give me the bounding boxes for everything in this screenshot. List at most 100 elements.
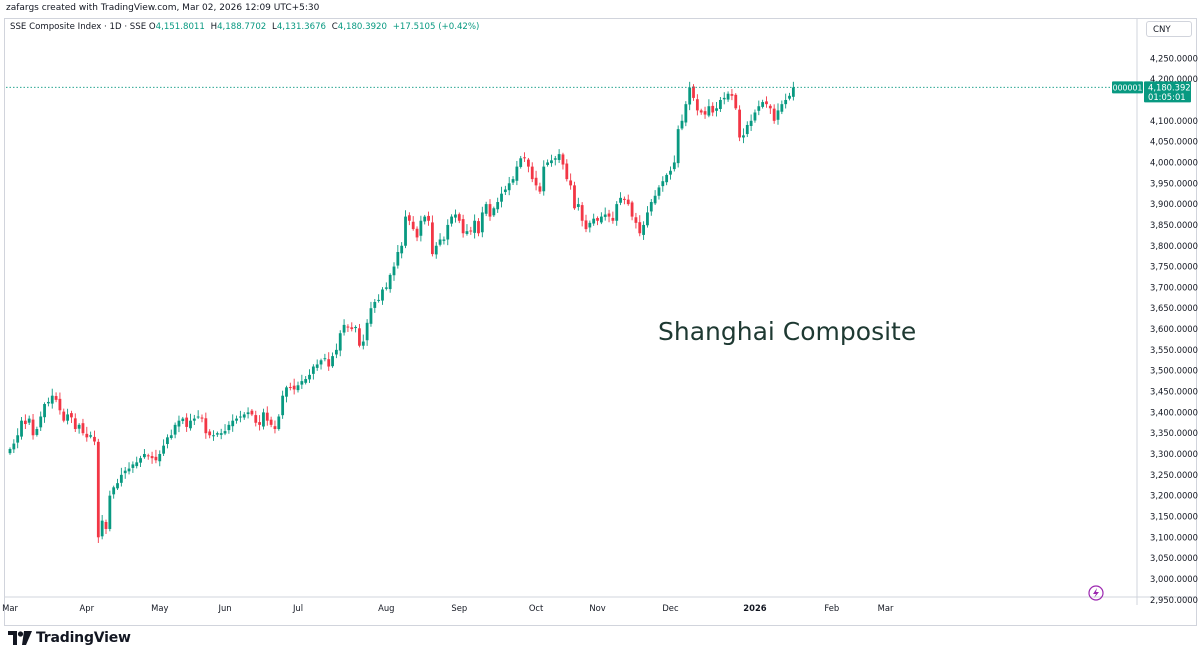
- candle: [434, 242, 438, 259]
- candle: [116, 478, 119, 490]
- candle: [768, 104, 772, 114]
- candle: [16, 428, 20, 449]
- candle: [308, 369, 311, 384]
- candle: [273, 420, 277, 434]
- candle: [665, 173, 669, 186]
- candle: [496, 197, 500, 213]
- y-tick-label: 3,400.0000: [1150, 407, 1198, 417]
- candle: [695, 94, 699, 116]
- candle: [784, 93, 788, 109]
- candle: [711, 102, 715, 117]
- candle: [208, 429, 212, 439]
- candle: [776, 103, 780, 125]
- x-tick-label: Aug: [378, 603, 394, 613]
- symbol-name[interactable]: SSE Composite Index · 1D · SSE: [10, 22, 147, 32]
- high-value: 4,188.7702: [217, 22, 267, 32]
- y-tick-label: 3,900.0000: [1150, 199, 1198, 209]
- y-tick-label: 4,000.0000: [1150, 157, 1198, 167]
- candle: [215, 431, 219, 437]
- close-label: C: [331, 22, 338, 32]
- candle: [239, 410, 242, 423]
- symbol-legend: SSE Composite Index · 1D · SSE O4,151.80…: [10, 22, 479, 32]
- candle: [511, 176, 515, 185]
- candle: [123, 466, 127, 479]
- y-tick-label: 4,100.0000: [1150, 116, 1198, 126]
- candle: [127, 462, 131, 475]
- candle: [20, 417, 23, 440]
- last-price-value: 4,180.3920: [1148, 82, 1196, 92]
- candle: [611, 211, 615, 224]
- candle: [27, 415, 31, 426]
- candle: [415, 226, 419, 242]
- candle: [43, 402, 46, 423]
- bar-countdown: 01:05:01: [1148, 92, 1186, 102]
- change-value: +17.5105 (+0.42%): [392, 22, 480, 32]
- candle: [734, 93, 738, 110]
- candle: [661, 176, 665, 192]
- y-tick-label: 3,150.0000: [1150, 511, 1198, 521]
- last-price-symbol: 000001: [1113, 83, 1143, 92]
- candle: [638, 215, 642, 237]
- candle: [204, 412, 208, 439]
- lightning-icon[interactable]: [1088, 585, 1104, 601]
- candle: [584, 214, 588, 233]
- candle: [66, 408, 69, 425]
- candle: [143, 449, 146, 459]
- candle: [742, 128, 745, 144]
- currency-selector[interactable]: CNY: [1146, 21, 1192, 37]
- y-tick-label: 3,600.0000: [1150, 324, 1198, 334]
- candle: [669, 166, 672, 180]
- candle: [70, 410, 73, 424]
- candle: [254, 410, 258, 427]
- candle: [761, 99, 765, 109]
- candle: [703, 106, 707, 119]
- candle: [411, 216, 415, 231]
- candle: [219, 428, 223, 440]
- candle: [653, 190, 657, 206]
- candle: [39, 411, 43, 432]
- candle: [507, 176, 511, 196]
- candle: [315, 359, 319, 371]
- candle: [311, 364, 315, 380]
- candle: [335, 343, 338, 359]
- candle: [189, 413, 192, 431]
- x-tick-label: Nov: [589, 603, 605, 613]
- candle: [649, 199, 653, 216]
- candle: [358, 323, 361, 348]
- candle: [753, 109, 757, 123]
- candle: [592, 213, 596, 226]
- candle: [442, 236, 446, 245]
- candle: [50, 388, 54, 409]
- x-tick-label: Mar: [878, 603, 894, 613]
- candle: [292, 378, 296, 395]
- candle: [692, 84, 695, 101]
- y-tick-label: 3,100.0000: [1150, 532, 1198, 542]
- candle: [212, 430, 215, 441]
- candle: [177, 415, 181, 433]
- candle: [93, 430, 96, 446]
- candle: [269, 416, 273, 428]
- y-tick-label: 3,200.0000: [1150, 491, 1198, 501]
- candle: [465, 224, 469, 236]
- x-tick-label: Apr: [80, 603, 95, 613]
- candle: [715, 101, 718, 117]
- candle: [31, 413, 35, 440]
- candle: [388, 273, 392, 293]
- candle: [89, 431, 93, 439]
- y-tick-label: 3,550.0000: [1150, 345, 1198, 355]
- candle: [23, 414, 27, 430]
- candle: [454, 209, 457, 223]
- candle: [561, 152, 565, 170]
- candle: [492, 206, 496, 217]
- candle: [596, 216, 599, 226]
- open-value: 4,151.8011: [155, 22, 205, 32]
- candle: [392, 262, 396, 281]
- candle: [166, 434, 169, 449]
- candle: [553, 155, 557, 166]
- candle: [626, 194, 630, 206]
- candle: [699, 108, 703, 115]
- candle: [431, 215, 434, 257]
- brand-name: TradingView: [36, 630, 131, 646]
- candle: [557, 149, 561, 163]
